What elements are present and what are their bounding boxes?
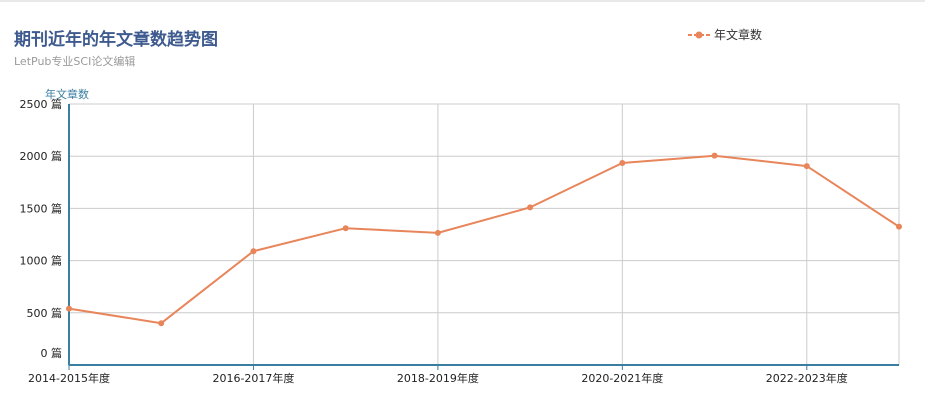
data-point <box>711 152 718 159</box>
data-point <box>158 320 165 327</box>
top-divider <box>0 0 925 2</box>
chart-legend[interactable]: 年文章数 <box>688 26 762 43</box>
data-point <box>803 163 810 170</box>
chart-subtitle: LetPub专业SCI论文编辑 <box>14 55 136 68</box>
x-tick-label: 2022-2023年度 <box>766 371 848 385</box>
y-tick-label: 2500 篇 <box>20 97 63 111</box>
x-tick-label: 2020-2021年度 <box>581 371 663 385</box>
y-tick-label: 500 篇 <box>27 306 63 320</box>
series-line <box>68 154 900 325</box>
x-tick-label: 2018-2019年度 <box>397 371 479 385</box>
data-point <box>896 223 902 230</box>
legend-line-marker-icon <box>688 31 710 38</box>
chart-title: 期刊近年的年文章数趋势图 <box>14 30 218 50</box>
data-point <box>619 159 626 166</box>
y-tick-label: 1000 篇 <box>20 254 63 268</box>
y-tick-label: 0 篇 <box>41 346 63 360</box>
data-point <box>66 305 72 312</box>
x-tick-label: 2014-2015年度 <box>28 371 110 385</box>
data-point <box>434 229 441 236</box>
y-axis-label: 年文章数 <box>45 88 89 101</box>
data-point <box>250 248 257 255</box>
x-tick-label: 2016-2017年度 <box>212 371 294 385</box>
data-point <box>342 225 349 232</box>
data-point <box>527 204 534 211</box>
y-tick-label: 2000 篇 <box>20 149 63 163</box>
legend-entry-label: 年文章数 <box>714 28 763 42</box>
y-tick-label: 1500 篇 <box>20 201 63 215</box>
